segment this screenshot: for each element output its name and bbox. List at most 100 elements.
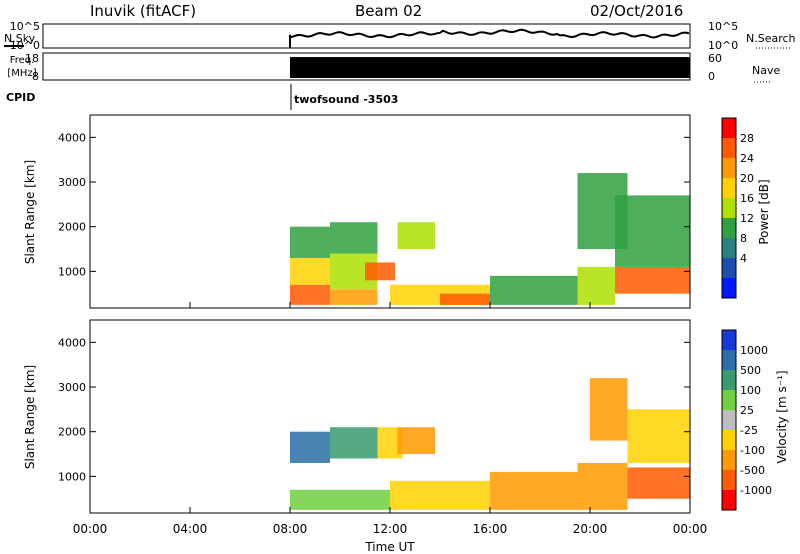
velocity-ytick-label-1: 3000 xyxy=(58,381,86,394)
power-cell-10 xyxy=(490,275,578,305)
power-colorbar-tick-3: 16 xyxy=(740,192,754,205)
x-tick-label-4: 16:00 xyxy=(473,522,508,536)
noise-right-label: N.Search xyxy=(746,32,796,45)
power-colorbar-tick-0: 28 xyxy=(740,132,754,145)
power-cell-0 xyxy=(290,284,330,305)
power-colorbar-swatch-2 xyxy=(722,158,736,179)
x-axis-label: Time UT xyxy=(364,540,415,554)
power-colorbar-tick-5: 8 xyxy=(740,232,747,245)
power-colorbar-swatch-8 xyxy=(722,278,736,299)
power-ylabel: Slant Range [km] xyxy=(23,160,37,264)
nave-label: Nave xyxy=(752,64,780,77)
power-cell-3 xyxy=(330,289,378,305)
freq-tick-top: 18 xyxy=(25,52,39,65)
noise-right-tick-top: 10^5 xyxy=(708,20,738,33)
velocity-colorbar-swatch-5 xyxy=(722,430,736,451)
velocity-colorbar-swatch-6 xyxy=(722,450,736,471)
noise-left-label: N.Sky xyxy=(4,32,36,45)
cpid-label: CPID xyxy=(6,91,35,104)
velocity-ytick-label-0: 4000 xyxy=(58,336,86,349)
velocity-colorbar-swatch-4 xyxy=(722,410,736,431)
noise-panel: N.Sky 10^5 10^0 10^5 10^0 N.Search xyxy=(4,20,796,52)
velocity-colorbar-tick-3: 25 xyxy=(740,404,754,417)
velocity-colorbar-tick-1: 500 xyxy=(740,364,761,377)
power-colorbar-tick-1: 24 xyxy=(740,152,754,165)
power-colorbar-swatch-0 xyxy=(722,118,736,139)
power-colorbar: 28 24 20 16 12 8 4 xyxy=(721,117,754,299)
velocity-cell-5 xyxy=(330,489,390,510)
velocity-cell-9 xyxy=(590,378,628,441)
velocity-colorbar-tick-6: -500 xyxy=(740,464,765,477)
velocity-cell-0 xyxy=(290,489,330,510)
velocity-ytick-label-3: 1000 xyxy=(58,470,86,483)
power-cell-6 xyxy=(365,262,395,281)
x-tick-label-3: 12:00 xyxy=(373,522,408,536)
freq-panel: Freq. [MHz] 18 8 60 0 Nave xyxy=(7,52,780,83)
freq-unit-label: [MHz] xyxy=(7,68,36,79)
velocity-colorbar-tick-4: -25 xyxy=(740,424,758,437)
velocity-cell-2 xyxy=(330,427,378,459)
cpid-value: twofsound -3503 xyxy=(294,93,398,106)
power-colorbar-swatch-3 xyxy=(722,178,736,199)
power-panel: 4000 3000 2000 1000 Slant Range [km] 28 24 20… xyxy=(23,114,771,309)
power-colorbar-tick-2: 20 xyxy=(740,172,754,185)
power-colorbar-swatch-6 xyxy=(722,238,736,259)
nave-tick-top: 60 xyxy=(708,52,722,65)
velocity-colorbar-swatch-8 xyxy=(722,490,736,511)
power-heatmap xyxy=(290,173,690,305)
power-colorbar-tick-6: 4 xyxy=(740,252,747,265)
date-title: 02/Oct/2016 xyxy=(590,2,683,20)
velocity-colorbar-tick-5: -100 xyxy=(740,444,765,457)
power-ytick-label-1: 3000 xyxy=(58,176,86,189)
velocity-cell-7 xyxy=(490,471,578,510)
velocity-colorbar: 1000 500 100 25 -25 -100 -500 -1000 xyxy=(721,329,772,511)
nave-tick-bottom: 0 xyxy=(708,70,715,83)
power-colorbar-swatch-7 xyxy=(722,258,736,279)
velocity-colorbar-tick-2: 100 xyxy=(740,384,761,397)
velocity-colorbar-swatch-3 xyxy=(722,390,736,411)
power-cell-11 xyxy=(577,266,615,305)
power-cell-9 xyxy=(440,293,490,305)
velocity-panel: 4000 3000 2000 1000 Slant Range [km] 1000 50… xyxy=(23,319,789,514)
power-colorbar-swatch-1 xyxy=(722,138,736,159)
noise-tick-top: 10^5 xyxy=(10,20,40,33)
velocity-cell-4 xyxy=(397,427,435,455)
velocity-colorbar-swatch-7 xyxy=(722,470,736,491)
velocity-colorbar-swatch-1 xyxy=(722,350,736,371)
freq-tick-bottom: 8 xyxy=(32,70,39,83)
nave-series-bar xyxy=(290,57,690,78)
velocity-cell-10 xyxy=(627,467,690,499)
power-colorbar-label: Power [dB] xyxy=(757,179,771,244)
beam-title: Beam 02 xyxy=(355,2,422,20)
x-tick-label-1: 04:00 xyxy=(173,522,208,536)
power-ytick-label-0: 4000 xyxy=(58,131,86,144)
velocity-cell-8 xyxy=(577,462,628,510)
power-cell-2 xyxy=(290,226,330,258)
x-tick-label-6: 00:00 xyxy=(673,522,708,536)
x-tick-label-2: 08:00 xyxy=(273,522,308,536)
velocity-cell-6 xyxy=(390,480,490,510)
velocity-cell-11 xyxy=(627,409,690,463)
noise-right-tick-bottom: 10^0 xyxy=(708,39,738,52)
noise-tick-bottom: 10^0 xyxy=(10,39,40,52)
power-ytick-label-3: 1000 xyxy=(58,265,86,278)
velocity-colorbar-swatch-0 xyxy=(722,330,736,351)
velocity-colorbar-frame xyxy=(721,329,737,511)
velocity-ylabel: Slant Range [km] xyxy=(23,365,37,469)
power-colorbar-swatch-4 xyxy=(722,198,736,219)
power-colorbar-frame xyxy=(721,117,737,299)
freq-label: Freq. xyxy=(10,55,35,66)
power-cell-14 xyxy=(615,195,690,267)
power-cell-7 xyxy=(397,222,435,250)
power-cell-5 xyxy=(330,222,378,254)
velocity-ytick-label-2: 2000 xyxy=(58,426,86,439)
power-cell-13 xyxy=(615,266,690,294)
power-ytick-label-2: 2000 xyxy=(58,221,86,234)
velocity-colorbar-swatch-2 xyxy=(722,370,736,391)
velocity-heatmap xyxy=(290,378,690,510)
velocity-colorbar-label: Velocity [m s⁻¹] xyxy=(775,370,789,463)
velocity-cell-1 xyxy=(290,431,330,463)
power-colorbar-swatch-5 xyxy=(722,218,736,239)
velocity-colorbar-tick-0: 1000 xyxy=(740,344,768,357)
